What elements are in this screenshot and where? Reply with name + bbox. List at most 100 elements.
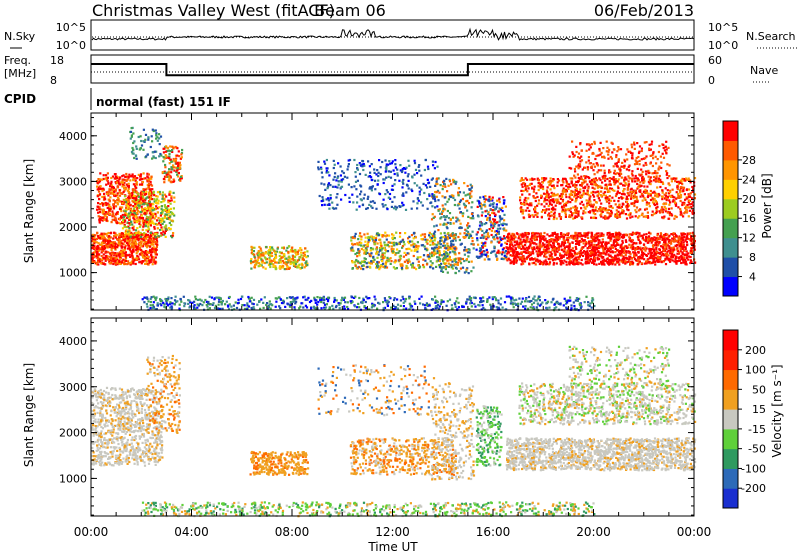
range-gate-cell — [132, 261, 134, 263]
range-gate-cell — [112, 219, 114, 221]
range-gate-cell — [111, 221, 113, 223]
range-gate-cell — [401, 194, 403, 196]
frequency-panel: Freq. [MHz] 18 8 60 0 Nave — [4, 54, 778, 87]
range-gate-cell — [436, 205, 438, 207]
range-gate-cell — [609, 261, 611, 263]
range-gate-cell — [382, 203, 384, 205]
range-gate-cell — [141, 183, 143, 185]
range-gate-cell — [574, 232, 576, 234]
range-gate-cell — [502, 210, 504, 212]
range-gate-cell — [372, 248, 374, 250]
range-gate-cell — [96, 246, 98, 248]
range-gate-cell — [107, 172, 109, 174]
range-gate-cell — [149, 208, 151, 210]
range-gate-cell — [279, 267, 281, 269]
range-gate-cell — [268, 249, 270, 251]
range-gate-cell — [160, 221, 162, 223]
range-gate-cell — [671, 259, 673, 261]
range-gate-cell — [121, 255, 123, 257]
range-gate-cell — [680, 262, 682, 264]
range-gate-cell — [378, 159, 380, 161]
range-gate-cell — [324, 163, 326, 165]
range-gate-cell — [368, 204, 370, 206]
range-gate-cell — [254, 265, 256, 267]
range-gate-cell — [485, 254, 487, 256]
range-gate-cell — [152, 155, 154, 157]
range-gate-cell — [109, 213, 111, 215]
range-gate-cell — [142, 229, 144, 231]
range-gate-cell — [371, 163, 373, 165]
range-gate-cell — [351, 246, 353, 248]
range-gate-cell — [509, 244, 511, 246]
range-gate-cell — [394, 237, 396, 239]
range-gate-cell — [638, 233, 640, 235]
range-gate-cell — [690, 238, 692, 240]
range-gate-cell — [470, 235, 472, 237]
range-gate-cell — [666, 243, 668, 245]
range-gate-cell — [144, 258, 146, 260]
range-gate-cell — [503, 199, 505, 201]
range-gate-cell — [386, 257, 388, 259]
range-gate-cell — [109, 185, 111, 187]
range-gate-cell — [460, 268, 462, 270]
range-gate-cell — [356, 196, 358, 198]
range-gate-cell — [125, 176, 127, 178]
range-gate-cell — [463, 249, 465, 251]
range-gate-cell — [690, 256, 692, 258]
range-gate-cell — [519, 256, 521, 258]
range-gate-cell — [262, 252, 264, 254]
range-gate-cell — [251, 247, 253, 249]
range-gate-cell — [663, 236, 665, 238]
range-gate-cell — [152, 263, 154, 265]
range-gate-cell — [163, 156, 165, 158]
range-gate-cell — [141, 262, 143, 264]
range-gate-cell — [150, 261, 152, 263]
range-gate-cell — [136, 181, 138, 183]
range-gate-cell — [605, 245, 607, 247]
range-gate-cell — [117, 199, 119, 201]
range-gate-cell — [103, 219, 105, 221]
range-gate-cell — [156, 246, 158, 248]
range-gate-cell — [536, 258, 538, 260]
range-gate-cell — [453, 234, 455, 236]
range-gate-cell — [285, 258, 287, 260]
range-gate-cell — [165, 145, 167, 147]
range-gate-cell — [107, 251, 109, 253]
range-gate-cell — [119, 189, 121, 191]
range-gate-cell — [401, 170, 403, 172]
range-gate-cell — [619, 234, 621, 236]
range-gate-cell — [501, 243, 503, 245]
range-gate-cell — [165, 195, 167, 197]
range-gate-cell — [503, 219, 505, 221]
range-gate-cell — [463, 182, 465, 184]
range-gate-cell — [602, 238, 604, 240]
range-gate-cell — [609, 259, 611, 261]
range-gate-cell — [124, 225, 126, 227]
range-gate-cell — [361, 165, 363, 167]
range-gate-cell — [108, 244, 110, 246]
range-gate-cell — [114, 177, 116, 179]
range-gate-cell — [147, 176, 149, 178]
range-gate-cell — [155, 233, 157, 235]
range-gate-cell — [457, 192, 459, 194]
range-gate-cell — [147, 239, 149, 241]
range-gate-cell — [125, 260, 127, 262]
range-gate-cell — [410, 250, 412, 252]
range-gate-cell — [444, 183, 446, 185]
range-gate-cell — [145, 134, 147, 136]
range-gate-cell — [589, 247, 591, 249]
range-gate-cell — [476, 233, 478, 235]
range-gate-cell — [160, 214, 162, 216]
range-gate-cell — [496, 206, 498, 208]
range-gate-cell — [621, 236, 623, 238]
range-gate-cell — [377, 184, 379, 186]
range-gate-cell — [498, 242, 500, 244]
range-gate-cell — [537, 255, 539, 257]
range-gate-cell — [113, 191, 115, 193]
range-gate-cell — [135, 229, 137, 231]
range-gate-cell — [120, 240, 122, 242]
range-gate-cell — [440, 184, 442, 186]
range-gate-cell — [420, 189, 422, 191]
range-gate-cell — [144, 189, 146, 191]
range-gate-cell — [92, 258, 94, 260]
